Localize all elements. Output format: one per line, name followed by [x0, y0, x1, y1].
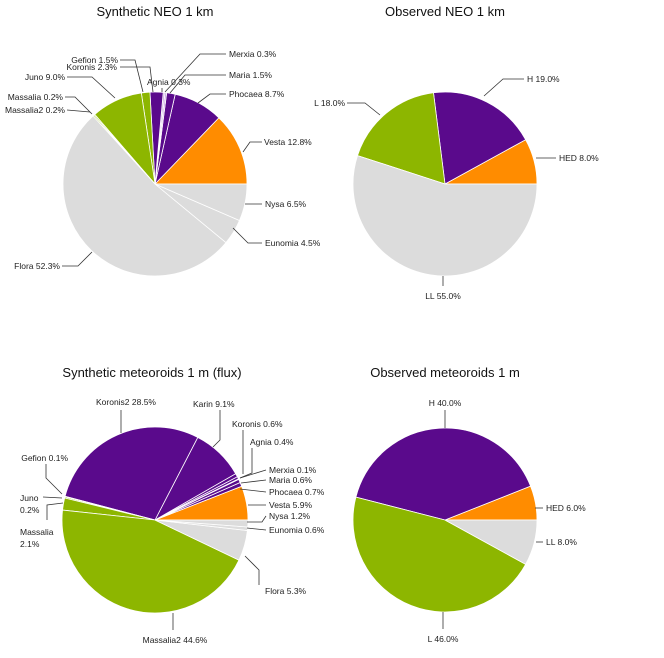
- data-label-h: H 40.0%: [429, 398, 462, 408]
- chart-title: Synthetic meteoroids 1 m (flux): [62, 365, 241, 380]
- pie-slice-l: [356, 92, 446, 185]
- pie-observed-neo: Observed NEO 1 km HED 8.0% H 19.0% L 18.0%…: [314, 4, 599, 301]
- data-label-maria: Maria 1.5%: [229, 70, 272, 80]
- leader-line-merxia: [164, 53, 226, 93]
- data-label-hed: HED 8.0%: [559, 153, 599, 163]
- data-label-gefion: Gefion 0.1%: [21, 453, 68, 463]
- leader-line-nysa: [247, 515, 267, 523]
- data-label-h: H 19.0%: [527, 74, 560, 84]
- pie-slice-nysa: [154, 183, 248, 222]
- leader-line-massalia: [46, 502, 64, 520]
- pie-slice-l: [352, 496, 527, 613]
- leader-line-eunomia: [232, 227, 262, 244]
- leader-line-juno: [67, 76, 116, 99]
- data-label-massalia2: Massalia2 44.6%: [143, 635, 208, 645]
- data-label-koronis: Koronis 2.3%: [66, 62, 117, 72]
- data-label-l: L 18.0%: [314, 98, 345, 108]
- pie-slice-flora: [62, 115, 227, 277]
- leader-line-maria: [240, 479, 267, 484]
- pie-observed-meteoroids: Observed meteoroids 1 m HED 6.0% H 40.0% L…: [352, 365, 586, 644]
- data-label-ll: LL 55.0%: [425, 291, 461, 301]
- leader-line-karin: [212, 410, 221, 448]
- leader-line-flora: [244, 555, 260, 585]
- data-label-nysa: Nysa 1.2%: [269, 511, 311, 521]
- data-label-phocaea: Phocaea 0.7%: [269, 487, 325, 497]
- data-label-flora: Flora 52.3%: [14, 261, 60, 271]
- data-label-eunomia: Eunomia 4.5%: [265, 238, 321, 248]
- chart-title: Observed NEO 1 km: [385, 4, 505, 19]
- data-label-massalia2: Massalia2 0.2%: [5, 105, 65, 115]
- pie-slice-koronis2: [64, 426, 199, 521]
- data-label-vesta: Vesta 5.9%: [269, 500, 312, 510]
- data-label-agnia: Agnia 0.4%: [250, 437, 294, 447]
- chart-title: Observed meteoroids 1 m: [370, 365, 520, 380]
- pie-slice-h: [355, 427, 532, 521]
- leader-line-vesta: [242, 141, 262, 153]
- data-label-hed: HED 6.0%: [546, 503, 586, 513]
- data-label-massalia: Massalia 0.2%: [8, 92, 64, 102]
- data-label-eunomia: Eunomia 0.6%: [269, 525, 325, 535]
- pie-slice-vesta: [154, 117, 248, 185]
- chart-title: Synthetic NEO 1 km: [96, 4, 213, 19]
- data-label-phocaea: Phocaea 8.7%: [229, 89, 285, 99]
- data-label-koronis: Koronis 0.6%: [232, 419, 283, 429]
- pie-slice-ll: [444, 519, 538, 565]
- leader-line-juno: [42, 496, 63, 499]
- leader-line-phocaea: [239, 488, 267, 493]
- leader-line-phocaea: [197, 93, 226, 104]
- leader-line-gefion: [120, 59, 144, 93]
- leader-line-koronis: [120, 66, 154, 93]
- leader-line-massalia: [65, 96, 93, 115]
- leader-line-maria: [169, 74, 226, 94]
- pie-synthetic-meteoroids: Synthetic meteoroids 1 m (flux) Vesta 5.…: [20, 365, 325, 645]
- leader-line-h: [483, 78, 524, 97]
- data-label-juno: Juno 9.0%: [25, 72, 66, 82]
- data-label-karin: Karin 9.1%: [193, 399, 235, 409]
- data-label-merxia: Merxia 0.3%: [229, 49, 277, 59]
- data-label-koronis2: Koronis2 28.5%: [96, 397, 156, 407]
- data-label-juno: Juno 0.2%: [20, 493, 40, 515]
- data-label-massalia: Massalia 2.1%: [20, 527, 54, 549]
- leader-line-gefion: [45, 464, 63, 495]
- data-label-nysa: Nysa 6.5%: [265, 199, 307, 209]
- data-label-l: L 46.0%: [428, 634, 459, 644]
- data-label-agnia: Agnia 0.3%: [147, 77, 191, 87]
- data-label-maria: Maria 0.6%: [269, 475, 312, 485]
- data-label-merxia: Merxia 0.1%: [269, 465, 317, 475]
- pie-slice-nysa: [154, 519, 249, 528]
- data-label-gefion: Gefion 1.5%: [71, 55, 118, 65]
- pie-slice-h: [433, 91, 527, 185]
- leader-line-massalia2: [66, 109, 91, 113]
- pie-synthetic-neo: Synthetic NEO 1 km Vesta 12.8% Phocaea 8.…: [5, 4, 321, 277]
- pie-slice-massalia2: [61, 509, 240, 614]
- pie-slice-ll: [352, 155, 538, 277]
- leader-line-eunomia: [246, 527, 267, 531]
- leader-line-merxia: [239, 469, 267, 479]
- leader-line-l: [347, 102, 381, 116]
- data-label-ll: LL 8.0%: [546, 537, 577, 547]
- leader-line-flora: [62, 251, 93, 267]
- data-label-vesta: Vesta 12.8%: [264, 137, 312, 147]
- leader-line-agnia: [239, 448, 253, 479]
- data-label-flora: Flora 5.3%: [265, 586, 307, 596]
